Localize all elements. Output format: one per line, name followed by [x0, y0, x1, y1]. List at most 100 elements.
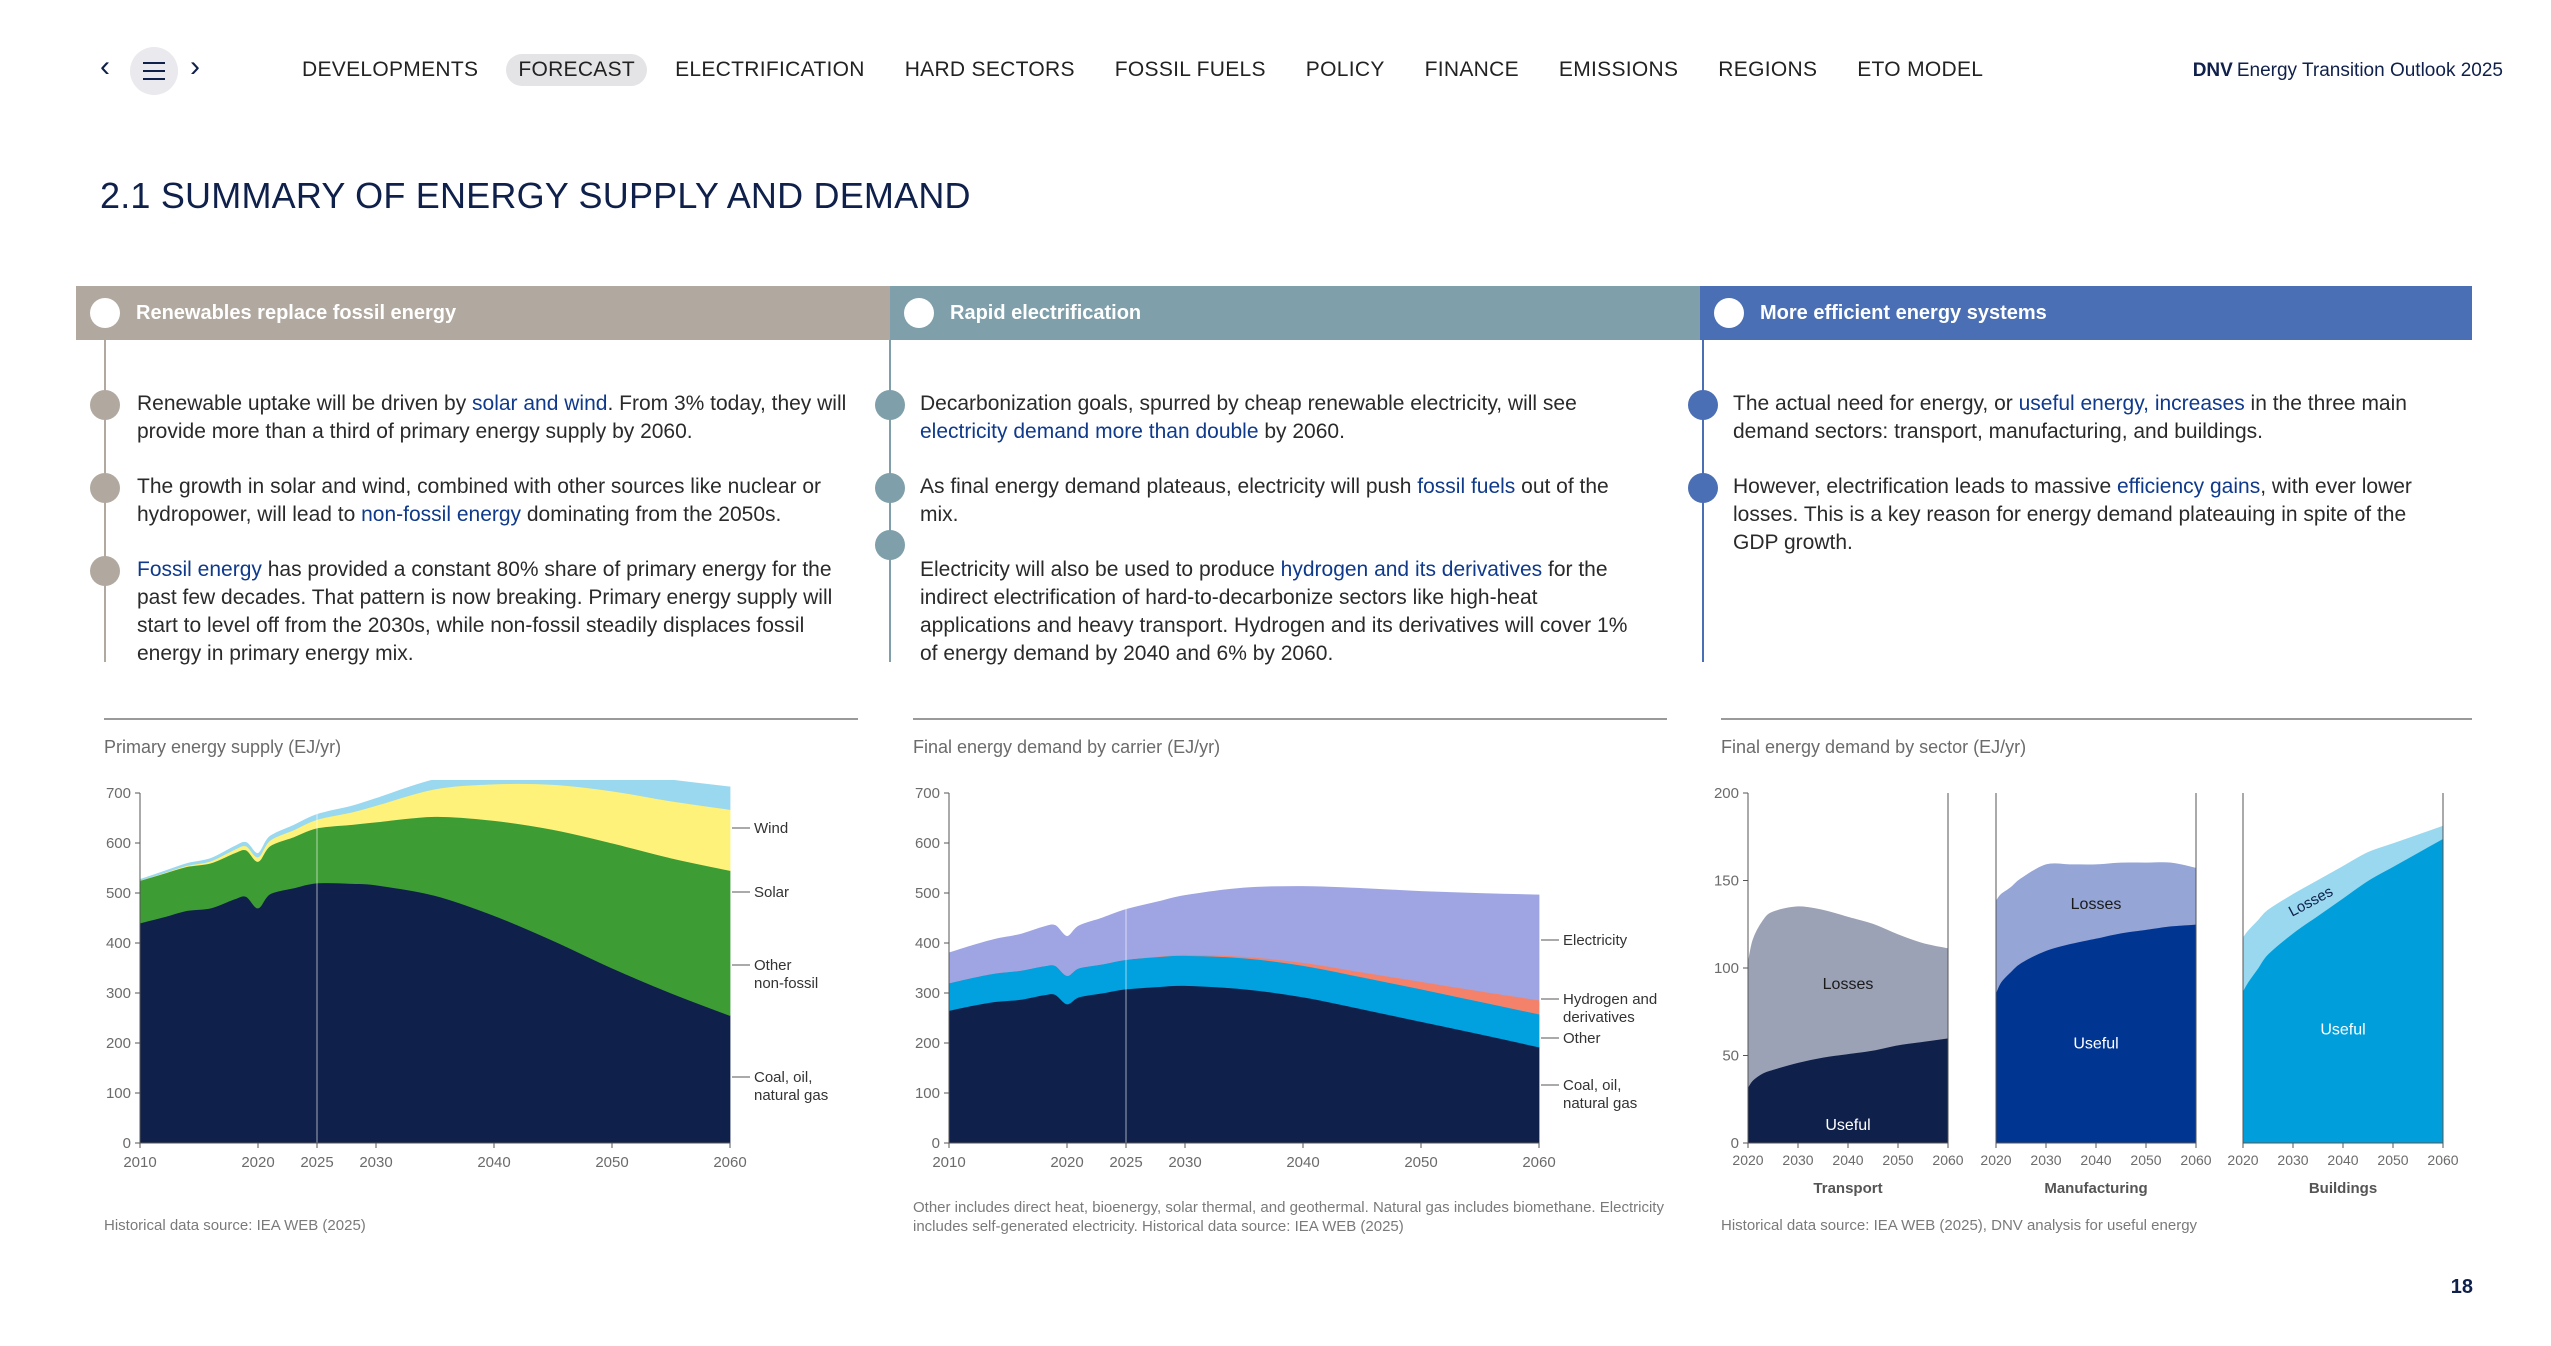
panel-label: Buildings — [2309, 1180, 2377, 1197]
section-paragraph: However, electrification leads to massiv… — [1733, 473, 2453, 557]
x-tick-label: 2060 — [2180, 1152, 2211, 1168]
tab-finance[interactable]: FINANCE — [1424, 58, 1519, 81]
y-tick-label: 700 — [915, 785, 940, 802]
highlight-term: solar and wind — [472, 392, 608, 415]
section-bullet — [875, 530, 905, 560]
chart-divider — [1721, 718, 2472, 720]
tab-eto-model[interactable]: ETO MODEL — [1857, 58, 1984, 81]
x-tick-label: 2060 — [1522, 1154, 1555, 1171]
section-bullet — [90, 473, 120, 503]
section-paragraph: Renewable uptake will be driven by solar… — [137, 390, 857, 446]
tab-hard-sectors[interactable]: HARD SECTORS — [904, 58, 1075, 81]
chart-divider — [104, 718, 858, 720]
tab-regions[interactable]: REGIONS — [1718, 58, 1818, 81]
primary-energy-chart: 0 100 200 300 400 500 600 700 2010 2020 2025 2030 20… — [106, 780, 828, 1171]
highlight-term: hydrogen and its derivatives — [1280, 558, 1543, 581]
highlight-term: non-fossil energy — [361, 503, 522, 526]
highlight-term: Fossil energy — [137, 558, 262, 581]
x-tick-label: 2060 — [2427, 1152, 2458, 1168]
section-header-dot — [904, 298, 934, 328]
x-tick-label: 2060 — [1932, 1152, 1963, 1168]
legend-label: natural gas — [1563, 1095, 1637, 1112]
x-tick-label: 2050 — [1882, 1152, 1913, 1168]
x-tick-label: 2050 — [595, 1154, 628, 1171]
source-note-c3: Historical data source: IEA WEB (2025), … — [1721, 1217, 2198, 1234]
x-tick-label: 2040 — [1286, 1154, 1319, 1171]
tab-forecast[interactable]: FORECAST — [506, 54, 648, 86]
paragraph-text: However, electrification leads to massiv… — [1733, 475, 2117, 498]
source-note-c1: Historical data source: IEA WEB (2025) — [104, 1217, 366, 1234]
section-bullet — [90, 556, 120, 586]
x-tick-label: 2050 — [2377, 1152, 2408, 1168]
paragraph-text: . From 3% today, they will provide more … — [137, 392, 847, 443]
section-heading: More efficient energy systems — [1760, 301, 2047, 324]
section-paragraph: Decarbonization goals, spurred by cheap … — [920, 390, 1640, 446]
y-tick-label: 500 — [915, 885, 940, 902]
x-tick-label: 2010 — [932, 1154, 965, 1171]
legend-label: derivatives — [1563, 1009, 1635, 1026]
paragraph-text: The growth in solar and wind, combined w… — [137, 475, 822, 526]
tab-policy[interactable]: POLICY — [1305, 58, 1385, 81]
legend-label: Wind — [754, 820, 788, 837]
paragraph-text: in the three main demand sectors: transp… — [1733, 392, 2407, 443]
x-tick-label: 2020 — [2227, 1152, 2258, 1168]
tab-developments[interactable]: DEVELOPMENTS — [302, 58, 479, 81]
useful-label: Useful — [2073, 1035, 2118, 1052]
x-tick-label: 2040 — [2080, 1152, 2111, 1168]
x-tick-label: 2030 — [359, 1154, 392, 1171]
section-header-dot — [1714, 298, 1744, 328]
x-tick-label: 2020 — [1980, 1152, 2011, 1168]
x-tick-label: 2025 — [1109, 1154, 1142, 1171]
y-tick-label: 100 — [1714, 960, 1739, 977]
x-tick-label: 2040 — [2327, 1152, 2358, 1168]
paragraph-text: Renewable uptake will be driven by — [137, 392, 473, 415]
y-tick-label: 0 — [123, 1135, 131, 1152]
paragraph-text: for the indirect electrification of hard… — [920, 558, 1628, 665]
paragraph-text: , with ever lower losses. This is a key … — [1733, 475, 2412, 554]
x-tick-label: 2030 — [1168, 1154, 1201, 1171]
legend-label: Coal, oil, — [1563, 1077, 1621, 1094]
y-tick-label: 400 — [915, 935, 940, 952]
final-demand-carrier-chart: 0 100 200 300 400 500 600 700 2010 2020 2025 2030 20… — [915, 785, 1657, 1171]
section-bullet — [90, 390, 120, 420]
section-header-3: More efficient energy systems — [1700, 286, 2472, 340]
prev-page-button[interactable]: ‹ — [100, 52, 110, 82]
x-tick-label: 2050 — [2130, 1152, 2161, 1168]
legend-label: natural gas — [754, 1087, 828, 1104]
menu-button[interactable] — [130, 47, 178, 95]
paragraph-text: The actual need for energy, or — [1733, 392, 2019, 415]
final-demand-sector-chart: 0 50 100 150 200 2020 2030 2040 2050 2060 Transpor… — [1714, 785, 2459, 1197]
chart-title-final-sector: Final energy demand by sector (EJ/yr) — [1721, 737, 2027, 757]
section-heading: Rapid electrification — [950, 301, 1142, 324]
x-tick-label: 2020 — [1732, 1152, 1763, 1168]
losses-label: Losses — [2071, 896, 2122, 913]
x-tick-label: 2010 — [123, 1154, 156, 1171]
x-tick-label: 2020 — [241, 1154, 274, 1171]
section-paragraph: The actual need for energy, or useful en… — [1733, 390, 2453, 446]
y-tick-label: 50 — [1722, 1048, 1739, 1065]
tab-electrification[interactable]: ELECTRIFICATION — [675, 58, 865, 81]
chevron-left-icon: ‹ — [100, 50, 110, 83]
section-bullet — [1688, 473, 1718, 503]
y-tick-label: 700 — [106, 785, 131, 802]
next-page-button[interactable]: › — [190, 52, 200, 82]
chart-title-primary-supply: Primary energy supply (EJ/yr) — [104, 737, 342, 757]
tab-fossil-fuels[interactable]: FOSSIL FUELS — [1114, 58, 1266, 81]
section-bullet — [875, 390, 905, 420]
section-header-2: Rapid electrification — [890, 286, 1700, 340]
y-tick-label: 0 — [932, 1135, 940, 1152]
panel-label: Transport — [1813, 1180, 1882, 1197]
y-tick-label: 300 — [915, 985, 940, 1002]
paragraph-text: Decarbonization goals, spurred by cheap … — [920, 392, 1577, 415]
paragraph-text: has provided a constant 80% share of pri… — [137, 558, 833, 665]
y-tick-label: 600 — [106, 835, 131, 852]
x-tick-label: 2020 — [1050, 1154, 1083, 1171]
chevron-right-icon: › — [190, 50, 200, 83]
tab-emissions[interactable]: EMISSIONS — [1558, 58, 1679, 81]
y-tick-label: 600 — [915, 835, 940, 852]
losses-label: Losses — [1823, 976, 1874, 993]
legend-label: non-fossil — [754, 975, 818, 992]
legend-label: Solar — [754, 884, 789, 901]
legend-label: Other — [1563, 1030, 1601, 1047]
legend-label: Other — [754, 957, 792, 974]
